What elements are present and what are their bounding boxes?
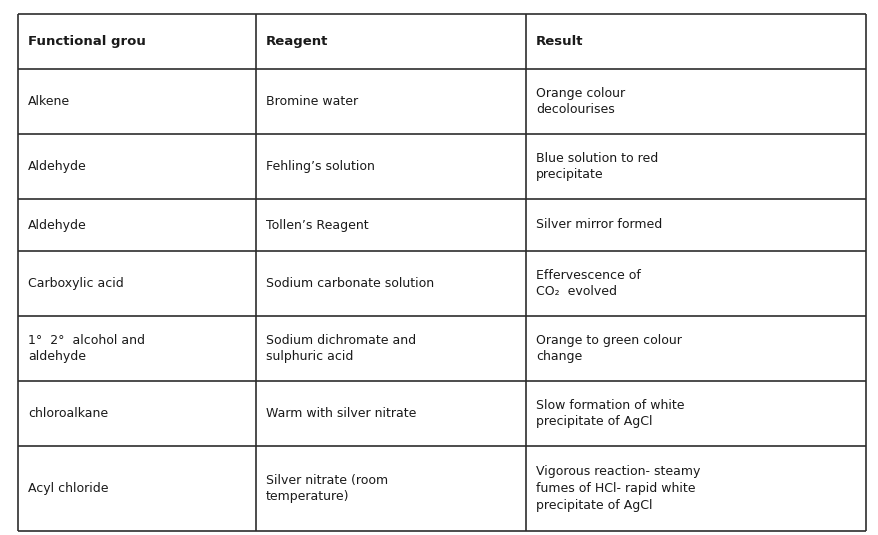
Text: Reagent: Reagent [266,35,328,48]
Text: Acyl chloride: Acyl chloride [28,482,108,495]
Text: Aldehyde: Aldehyde [28,160,87,173]
Text: Sodium dichromate and
sulphuric acid: Sodium dichromate and sulphuric acid [266,334,415,363]
Text: Blue solution to red
precipitate: Blue solution to red precipitate [536,152,658,181]
Text: Sodium carbonate soluti⁠on: Sodium carbonate soluti⁠on [266,277,434,290]
Text: Effervescence of
CO₂  evolved: Effervescence of CO₂ evolved [536,269,640,298]
Text: Warm with silver nitrate: Warm with silver nitrate [266,407,416,420]
Text: Carboxylic acid: Carboxylic acid [28,277,124,290]
Text: Aldehyde: Aldehyde [28,218,87,232]
Text: Orange to green colour
change: Orange to green colour change [536,334,681,363]
Text: Bromine water: Bromine water [266,95,357,108]
Text: Orange colour
decolourises: Orange colour decolourises [536,87,624,116]
Text: Slow formation of white
precipitate of AgCl: Slow formation of white precipitate of A… [536,399,684,428]
Text: Functional grou: Functional grou [28,35,146,48]
Text: Silver mirror formed: Silver mirror formed [536,218,661,232]
Text: Tollen’s Reagent: Tollen’s Reagent [266,218,368,232]
Text: chloroalkane: chloroalkane [28,407,108,420]
Text: Silver nitrate (room
temperature): Silver nitrate (room temperature) [266,474,388,503]
Text: Alkene: Alkene [28,95,70,108]
Text: Fehling’s solution: Fehling’s solution [266,160,374,173]
Text: 1°  2°  alcohol and
aldehyde: 1° 2° alcohol and aldehyde [28,334,145,363]
Text: Vigorous reaction- steamy
fumes of HCl- rapid white
precipitate of AgCl: Vigorous reaction- steamy fumes of HCl- … [536,465,700,511]
Text: Result: Result [536,35,583,48]
